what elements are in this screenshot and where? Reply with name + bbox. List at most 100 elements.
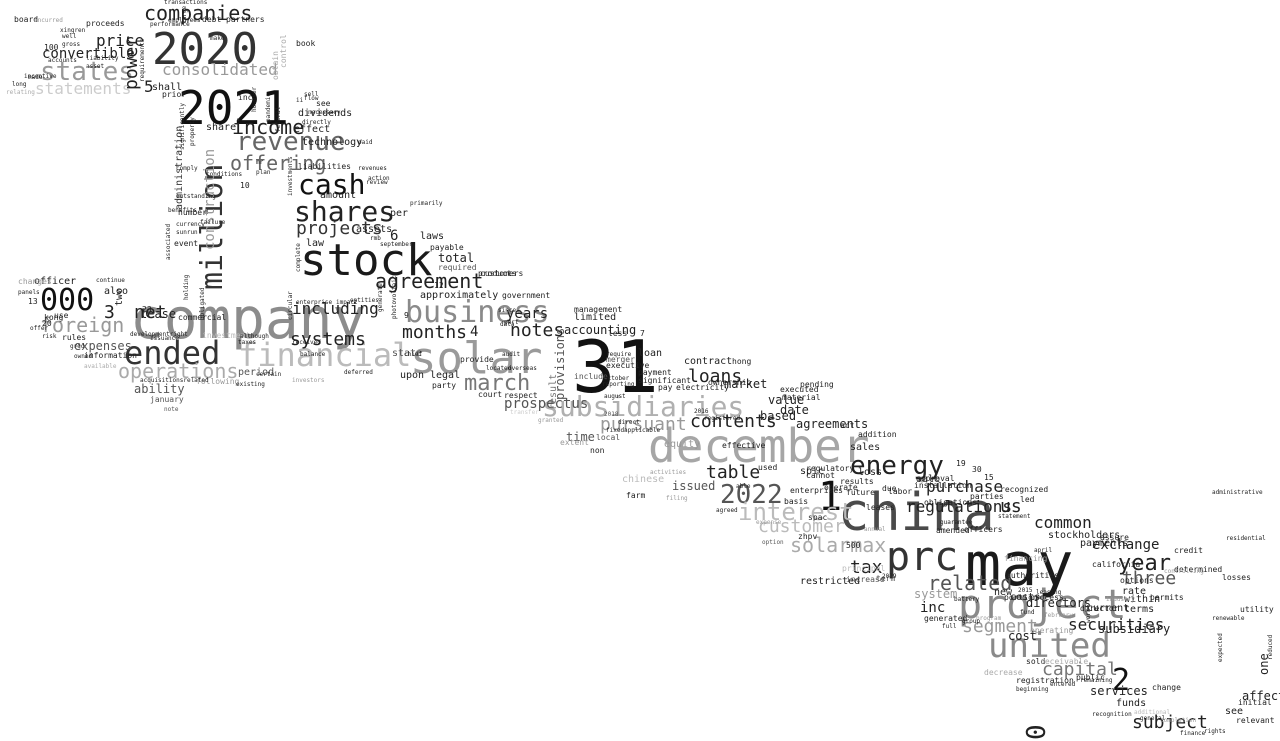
word-foreign: foreign [40,313,124,337]
word-stock: stock [300,235,432,286]
word-beginning: beginning [1016,686,1049,693]
word-residential: residential [1226,535,1266,542]
word-subsidiary: subsidiary [1098,622,1170,636]
word-year: year [1118,551,1171,576]
word-executive: executive [606,361,650,370]
word-shall: shall [152,82,182,93]
word-certain: certain [256,371,282,378]
word-necessary: necessary [308,109,341,116]
word-acquisitionsrelated: acquisitionsrelated [140,377,209,384]
word-led: led [1020,495,1035,504]
word-expenses: expenses [74,339,132,353]
word-expected: expected [1217,633,1224,662]
word-united: united [988,626,1111,666]
word-transactions: transactions [164,0,208,6]
word-benefits: benefits [168,207,197,214]
word-holding: holding [183,274,190,300]
word-conditions: conditions [206,171,243,178]
word-xingren: xingren [60,27,86,34]
word-directly: directly [302,119,331,126]
word-2022: 2022 [720,480,783,510]
word-stockholders: stockholders [1048,530,1120,541]
word-significantly: significantly [179,103,186,150]
word-future: future [846,488,875,497]
word-incurred: incurred [34,17,63,24]
word-effective: effective [722,441,766,450]
word-payment: payment [638,368,672,377]
word-sunrun: sunrun [176,229,198,236]
word-time: time [566,430,595,444]
word-option: option [762,539,784,546]
word-use: use [54,311,69,320]
word-systems: systems [290,329,366,350]
word-subsidiaries: subsidiaries [542,390,744,423]
word-large: large [181,6,188,24]
word-pending: pending [800,380,834,389]
word-basis: basis [784,497,808,506]
word-result: result [548,374,559,410]
word-following: following [196,377,240,386]
word-officer: officer [34,276,76,287]
word-direct: direct [618,419,640,426]
word-agreed: agreed [716,507,738,514]
word-also: also [104,286,128,297]
word-inc: inc [920,600,945,616]
word-control: control [279,34,288,68]
word-inc: inc [238,93,253,102]
word-determined: determined [1174,565,1222,574]
word-accounting: accounting [564,323,636,337]
word-23: 23 [142,305,152,314]
word-debt: debt [202,15,221,24]
word-revenue: revenue [236,127,346,157]
word-relating: relating [6,89,35,96]
word-issuance: issuance [150,335,179,342]
word-1: 1 [818,474,842,520]
word-recognition: recognition [1092,711,1132,718]
word-act: act [840,421,855,430]
word-issued: issued [672,479,715,493]
word-2018: 2018 [604,411,619,418]
word-2020: 2020 [152,24,258,75]
word-sell: sell [304,91,319,98]
word-reduced: reduced [1267,634,1274,660]
word-commercial: commercial [178,313,226,322]
word-approval: approval [916,474,955,483]
word-30: 30 [972,465,982,474]
word-spic: spic [800,466,824,477]
word-available: available [84,363,117,370]
word-liabilities: liabilities [298,162,351,171]
word-cannot: cannot [806,471,835,480]
word-enterprise: enterprise [296,299,333,306]
word-customer: customer [758,516,845,537]
word-enterprises: enterprises [790,486,843,495]
word-received: received [292,339,321,346]
word-table: table [706,462,760,483]
word-program: program [976,615,1002,622]
word-state: state [392,348,422,359]
word-completion: completion [1160,717,1197,724]
word-pandemic: pandemic [265,93,272,122]
word-company: company [130,287,366,352]
word-within: within [1124,594,1160,605]
word-transfer: transfer [510,409,539,416]
word-leases: leases [866,503,895,512]
word-assets: assets [356,224,392,235]
word-contract: contract [684,356,732,367]
word-ability: ability [134,382,185,396]
word-hong: hong [732,357,751,366]
word-require: require [606,351,632,358]
word-permits: permits [1150,593,1184,602]
word-incentive: incentive [24,73,57,80]
word-court: court [478,390,502,399]
word-revenues: revenues [358,165,387,172]
word-able: able [736,483,751,490]
word-segment: segment [962,616,1038,637]
word-federal: federal [275,106,282,132]
word-granted: granted [538,417,564,424]
word-applicable: applicable [624,427,661,434]
word-cost: cost [1008,629,1037,643]
word-overseas: overseas [508,365,537,372]
word-electricity: electricity [676,383,729,392]
word-ended: ended [124,334,220,372]
